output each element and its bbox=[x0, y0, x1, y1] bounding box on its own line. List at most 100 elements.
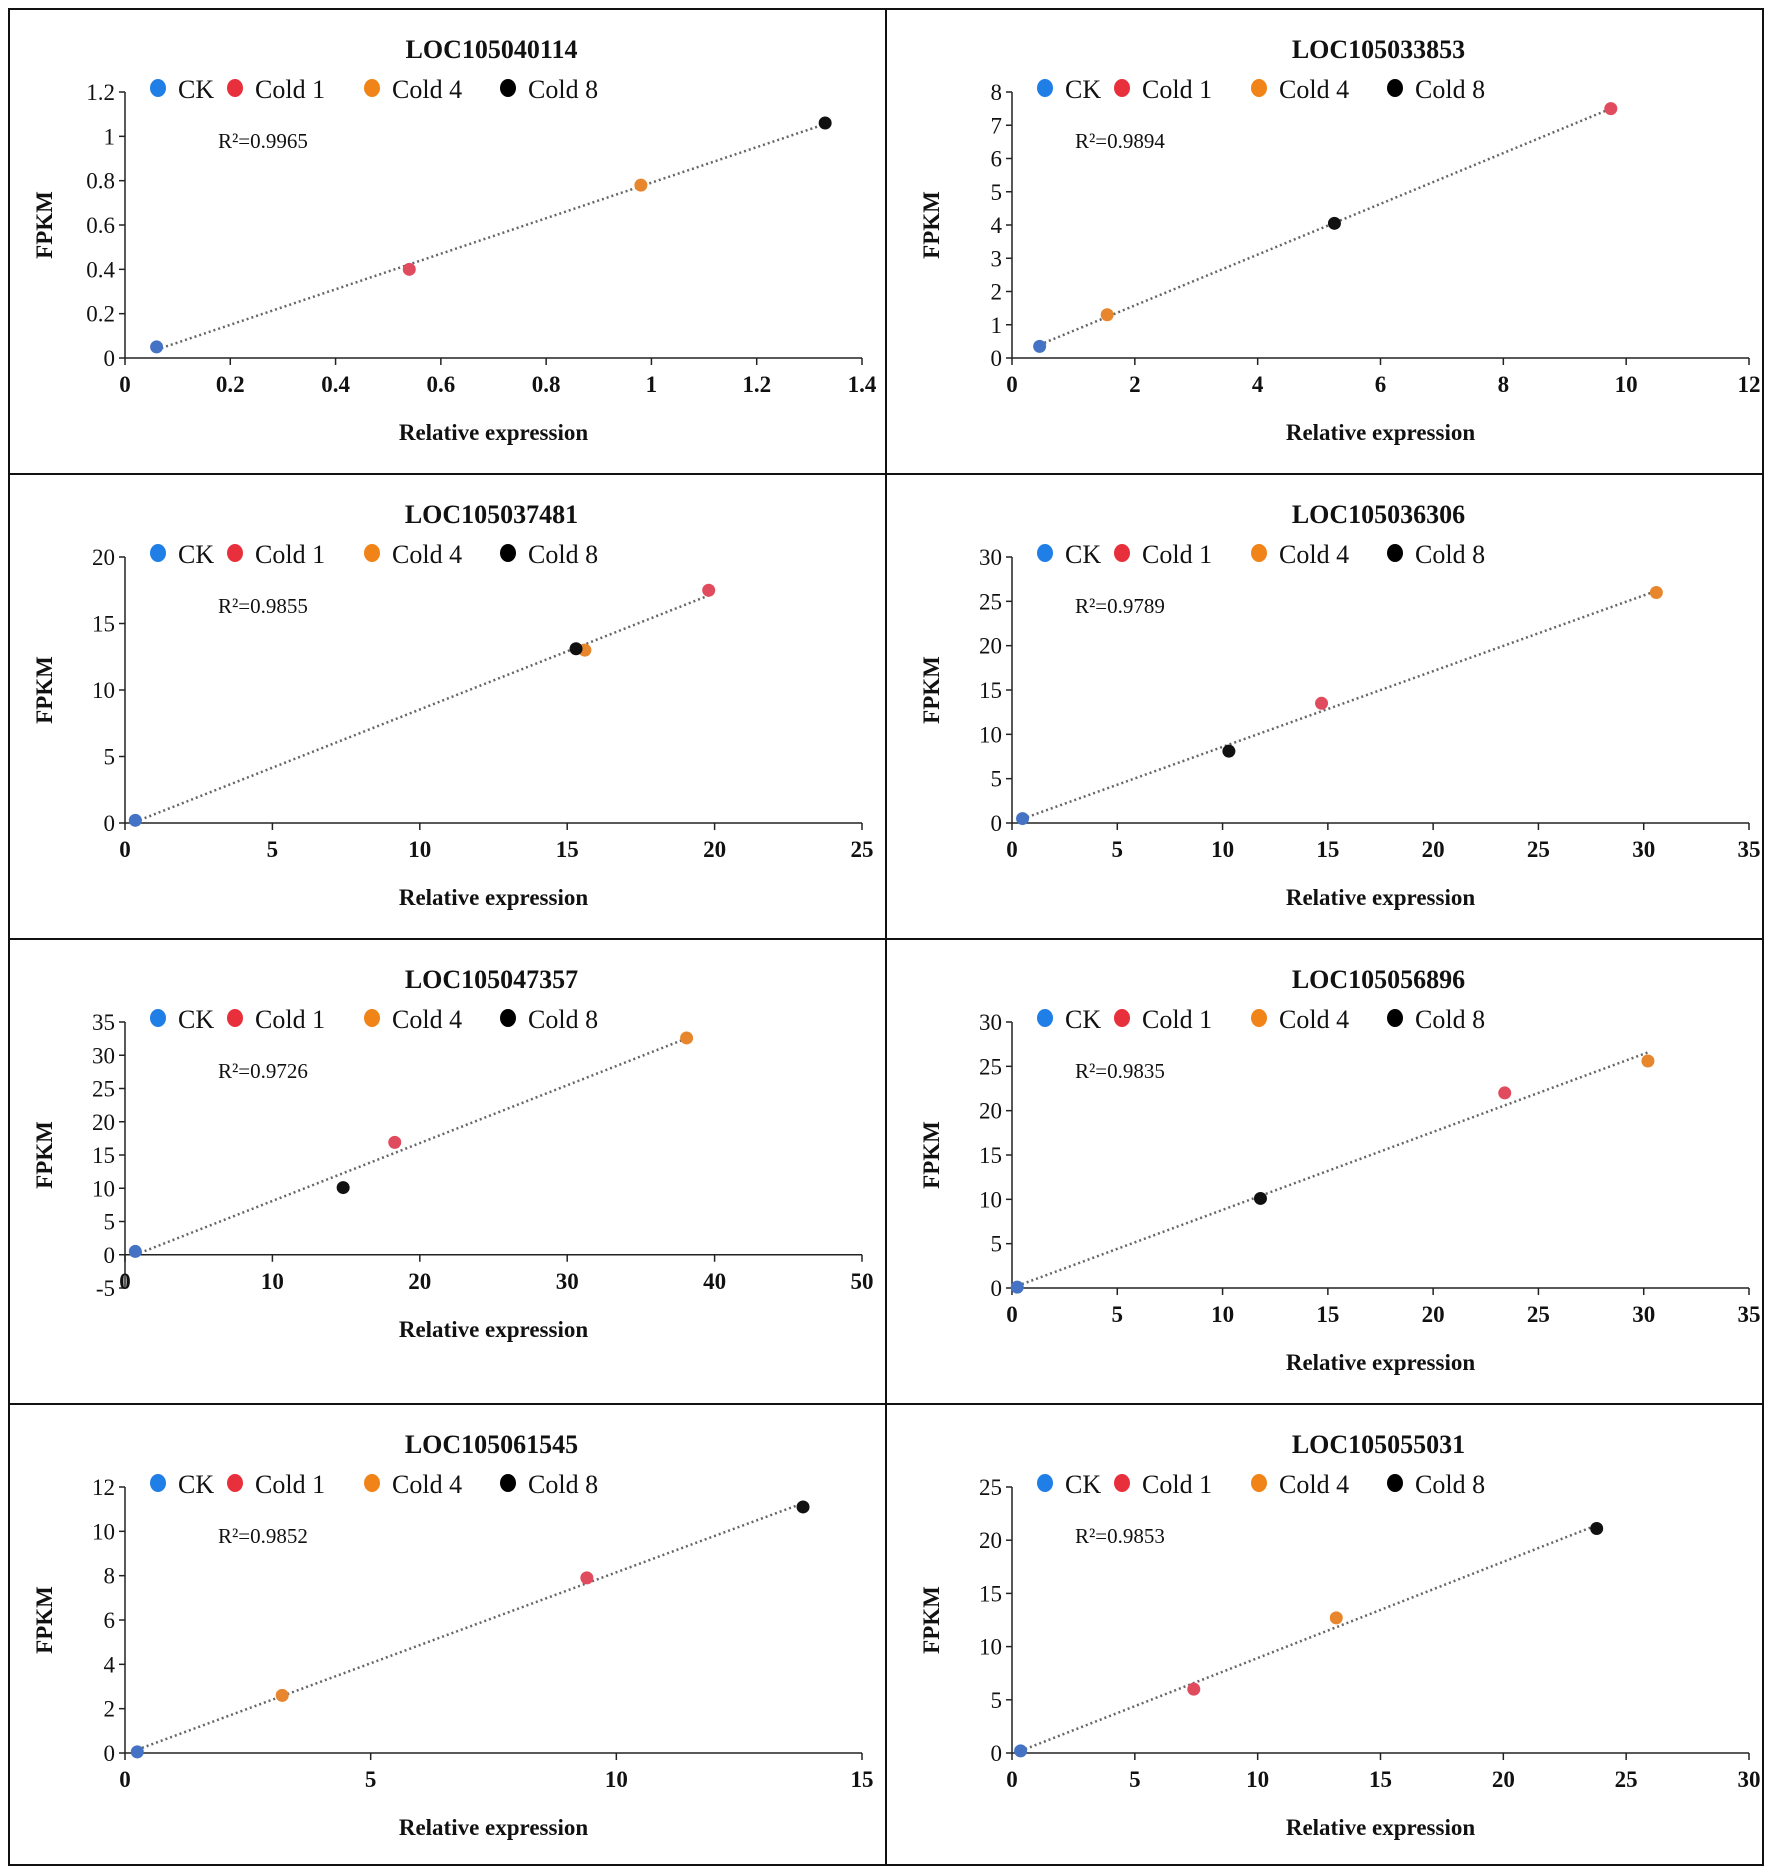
legend-label: Cold 4 bbox=[1279, 1005, 1349, 1034]
x-tick-label: 25 bbox=[1527, 1302, 1550, 1327]
x-tick-label: 40 bbox=[703, 1269, 726, 1294]
chart-title: LOC105056896 bbox=[1292, 965, 1465, 994]
x-axis-label: Relative expression bbox=[399, 420, 589, 445]
y-tick-label: 10 bbox=[979, 1187, 1002, 1212]
legend-item: CK bbox=[150, 540, 214, 569]
legend-item: Cold 8 bbox=[1387, 75, 1485, 104]
x-tick-label: 20 bbox=[1492, 1767, 1515, 1792]
data-point-cold-1 bbox=[1604, 102, 1618, 116]
x-tick-label: 30 bbox=[556, 1269, 579, 1294]
legend-item: Cold 8 bbox=[1387, 1005, 1485, 1034]
data-point-cold-8 bbox=[818, 116, 832, 130]
x-tick-label: 10 bbox=[1246, 1767, 1269, 1792]
y-tick-label: 20 bbox=[92, 1110, 115, 1135]
trendline bbox=[1022, 589, 1657, 820]
x-tick-label: 0.2 bbox=[216, 372, 245, 397]
y-tick-label: 5 bbox=[991, 1688, 1003, 1713]
y-tick-label: 10 bbox=[979, 722, 1002, 747]
x-tick-label: 50 bbox=[851, 1269, 874, 1294]
legend-marker-icon bbox=[1387, 544, 1403, 562]
legend-label: Cold 1 bbox=[1142, 1470, 1212, 1499]
y-tick-label: 0 bbox=[104, 346, 116, 371]
y-tick-label: 5 bbox=[104, 1210, 116, 1235]
x-tick-label: 30 bbox=[1632, 837, 1655, 862]
legend-item: CK bbox=[150, 1470, 214, 1499]
legend-item: Cold 8 bbox=[500, 540, 598, 569]
x-tick-label: 20 bbox=[1422, 1302, 1445, 1327]
legend-marker-icon bbox=[1037, 1474, 1053, 1492]
data-point-cold-4 bbox=[1649, 585, 1663, 599]
y-tick-label: 1.2 bbox=[86, 80, 115, 105]
y-tick-label: 0.2 bbox=[86, 302, 115, 327]
data-point-cold-1 bbox=[402, 262, 416, 276]
x-tick-label: 0.6 bbox=[426, 372, 455, 397]
data-point-cold-8 bbox=[1222, 744, 1236, 758]
chart-title: LOC105037481 bbox=[405, 500, 578, 529]
legend-item: Cold 8 bbox=[1387, 1470, 1485, 1499]
y-tick-label: 10 bbox=[92, 1519, 115, 1544]
data-point-ck bbox=[128, 1244, 142, 1258]
legend-item: Cold 1 bbox=[227, 1005, 325, 1034]
x-tick-label: 6 bbox=[1375, 372, 1387, 397]
y-tick-label: 20 bbox=[979, 1528, 1002, 1553]
legend-marker-icon bbox=[1251, 1474, 1267, 1492]
legend-marker-icon bbox=[1387, 79, 1403, 97]
legend-label: CK bbox=[1065, 1005, 1101, 1034]
legend-marker-icon bbox=[1114, 544, 1130, 562]
data-point-cold-4 bbox=[1100, 308, 1114, 322]
chart-title: LOC105047357 bbox=[405, 965, 578, 994]
legend-marker-icon bbox=[1251, 1009, 1267, 1027]
y-axis-label: FPKM bbox=[919, 191, 944, 259]
data-point-cold-1 bbox=[580, 1571, 594, 1585]
x-tick-label: 10 bbox=[1211, 1302, 1234, 1327]
legend-item: CK bbox=[1037, 1005, 1101, 1034]
legend-marker-icon bbox=[227, 1009, 243, 1027]
y-tick-label: 0 bbox=[991, 1276, 1003, 1301]
legend-item: Cold 1 bbox=[227, 75, 325, 104]
x-tick-label: 1.2 bbox=[742, 372, 771, 397]
chart-LOC105036306: LOC105036306 0 5 10 15 20 25 30 0 5 10 15 20 25 30 35 Re… bbox=[919, 500, 1761, 910]
legend-label: Cold 4 bbox=[392, 1470, 462, 1499]
x-tick-label: 12 bbox=[1738, 372, 1761, 397]
legend-item: Cold 1 bbox=[1114, 1005, 1212, 1034]
x-tick-label: 10 bbox=[1615, 372, 1638, 397]
x-tick-label: 1.4 bbox=[848, 372, 877, 397]
x-tick-label: 0 bbox=[1006, 1302, 1018, 1327]
legend-label: Cold 1 bbox=[1142, 1005, 1212, 1034]
legend-item: CK bbox=[1037, 75, 1101, 104]
x-tick-label: 5 bbox=[365, 1767, 377, 1792]
y-tick-label: 4 bbox=[991, 213, 1003, 238]
legend-label: Cold 8 bbox=[528, 1005, 598, 1034]
legend-marker-icon bbox=[227, 79, 243, 97]
y-tick-label: 30 bbox=[979, 545, 1002, 570]
x-tick-label: 15 bbox=[1316, 1302, 1339, 1327]
legend-marker-icon bbox=[227, 544, 243, 562]
legend-marker-icon bbox=[364, 1009, 380, 1027]
y-tick-label: 0.6 bbox=[86, 213, 115, 238]
legend-item: Cold 4 bbox=[1251, 75, 1349, 104]
legend-item: CK bbox=[1037, 540, 1101, 569]
y-tick-label: -5 bbox=[96, 1276, 115, 1301]
data-point-cold-4 bbox=[275, 1688, 289, 1702]
trendline bbox=[156, 122, 826, 351]
x-tick-label: 1 bbox=[646, 372, 658, 397]
trendline bbox=[1016, 1051, 1649, 1288]
x-tick-label: 20 bbox=[703, 837, 726, 862]
legend-label: Cold 8 bbox=[528, 540, 598, 569]
legend-item: Cold 4 bbox=[364, 540, 462, 569]
data-point-ck bbox=[130, 1745, 144, 1759]
legend-marker-icon bbox=[150, 544, 166, 562]
y-axis-label: FPKM bbox=[32, 1586, 57, 1654]
legend-label: CK bbox=[178, 75, 214, 104]
data-point-ck bbox=[1010, 1280, 1024, 1294]
legend-marker-icon bbox=[364, 544, 380, 562]
y-tick-label: 0.8 bbox=[86, 169, 115, 194]
r-squared-label: R²=0.9894 bbox=[1075, 129, 1165, 153]
x-tick-label: 15 bbox=[1316, 837, 1339, 862]
x-axis-label: Relative expression bbox=[1286, 420, 1476, 445]
x-tick-label: 0 bbox=[1006, 372, 1018, 397]
r-squared-label: R²=0.9855 bbox=[218, 594, 308, 618]
legend-item: Cold 4 bbox=[364, 1005, 462, 1034]
